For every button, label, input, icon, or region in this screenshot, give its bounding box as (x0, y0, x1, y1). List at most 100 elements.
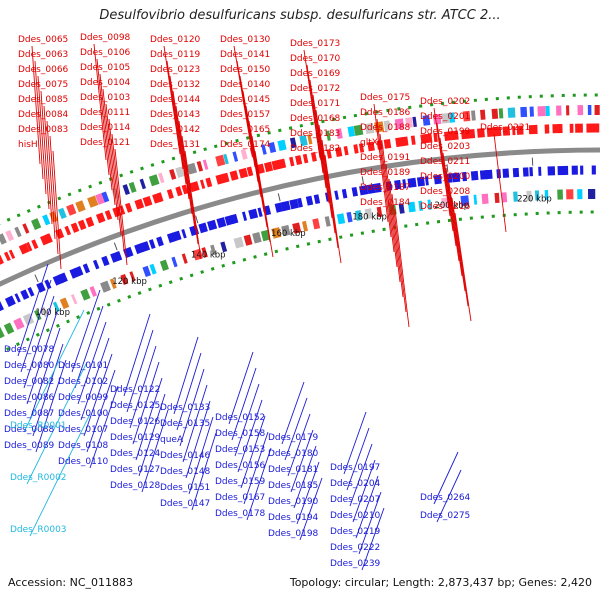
forward-gene-label[interactable]: Ddes_0170 (290, 54, 341, 64)
reverse-gene-label[interactable]: Ddes_0102 (58, 377, 108, 387)
reverse-gene-label[interactable]: Ddes_0158 (215, 429, 266, 439)
reverse-gene-label[interactable]: Ddes_0239 (330, 559, 381, 569)
forward-gene-label[interactable]: Ddes_0200 (420, 172, 471, 182)
reverse-gene-label[interactable]: Ddes_0151 (160, 483, 210, 493)
reverse-gene-label[interactable]: Ddes_0125 (110, 401, 160, 411)
forward-gene-label[interactable]: Ddes_0142 (150, 125, 200, 135)
forward-gene-label[interactable]: Ddes_0131 (150, 140, 200, 150)
reverse-gene-label[interactable]: Ddes_0128 (110, 481, 161, 491)
forward-gene-label[interactable]: Ddes_0083 (18, 125, 68, 135)
reverse-gene-label[interactable]: Ddes_0086 (4, 393, 55, 403)
rna-gene-label[interactable]: Ddes_R0001 (10, 421, 67, 431)
reverse-gene-label[interactable]: Ddes_0101 (58, 361, 108, 371)
reverse-gene-label[interactable]: queA (160, 435, 184, 445)
reverse-gene-label[interactable]: Ddes_0082 (4, 377, 54, 387)
forward-gene-label[interactable]: Ddes_0084 (18, 110, 69, 120)
forward-gene-label[interactable]: Ddes_0174 (220, 140, 271, 150)
forward-gene-label[interactable]: Ddes_0169 (290, 69, 341, 79)
rna-gene-label[interactable]: Ddes_R0003 (10, 525, 67, 535)
forward-gene-label[interactable]: Ddes_0203 (420, 142, 470, 152)
reverse-gene-label[interactable]: Ddes_0181 (268, 465, 318, 475)
reverse-gene-label[interactable]: Ddes_0204 (330, 479, 381, 489)
reverse-gene-label[interactable]: Ddes_0185 (268, 481, 318, 491)
forward-gene-label[interactable]: Ddes_0065 (18, 35, 68, 45)
forward-gene-label[interactable]: Ddes_0216 (420, 202, 471, 212)
reverse-gene-label[interactable]: Ddes_0197 (330, 463, 380, 473)
forward-gene-label[interactable]: Ddes_0199 (420, 127, 471, 137)
forward-gene-label[interactable]: Ddes_0189 (360, 168, 411, 178)
forward-gene-label[interactable]: Ddes_0144 (150, 95, 201, 105)
reverse-gene-label[interactable]: Ddes_0088 (4, 425, 55, 435)
forward-gene-label[interactable]: Ddes_0063 (18, 50, 68, 60)
forward-gene-label[interactable]: Ddes_0104 (80, 78, 131, 88)
reverse-gene-label[interactable]: Ddes_0198 (268, 529, 319, 539)
forward-gene-label[interactable]: Ddes_0143 (150, 110, 200, 120)
reverse-gene-label[interactable]: Ddes_0156 (215, 461, 266, 471)
forward-gene-label[interactable]: gltX (360, 138, 378, 148)
forward-gene-label[interactable]: Ddes_0105 (80, 63, 130, 73)
forward-gene-label[interactable]: hisH (18, 140, 38, 150)
reverse-gene-label[interactable]: Ddes_0133 (160, 403, 210, 413)
forward-gene-label[interactable]: Ddes_0066 (18, 65, 69, 75)
forward-gene-label[interactable]: Ddes_0186 (360, 108, 411, 118)
reverse-gene-label[interactable]: Ddes_0180 (268, 449, 319, 459)
reverse-gene-label[interactable]: Ddes_0122 (110, 385, 160, 395)
forward-gene-label[interactable]: Ddes_0111 (80, 108, 130, 118)
forward-gene-label[interactable]: Ddes_0221 (480, 123, 530, 133)
forward-gene-label[interactable]: Ddes_0106 (80, 48, 131, 58)
forward-gene-label[interactable]: Ddes_0165 (220, 125, 270, 135)
reverse-gene-label[interactable]: Ddes_0167 (215, 493, 265, 503)
forward-gene-label[interactable]: Ddes_0175 (360, 93, 410, 103)
reverse-gene-label[interactable]: Ddes_0099 (58, 393, 109, 403)
reverse-gene-label[interactable]: Ddes_0159 (215, 477, 266, 487)
forward-gene-label[interactable]: Ddes_0132 (150, 80, 200, 90)
reverse-gene-label[interactable]: Ddes_0207 (330, 495, 380, 505)
forward-gene-label[interactable]: Ddes_0211 (420, 157, 470, 167)
forward-gene-label[interactable]: Ddes_0171 (290, 99, 340, 109)
forward-gene-label[interactable]: Ddes_0075 (18, 80, 68, 90)
reverse-gene-label[interactable]: Ddes_0275 (420, 511, 470, 521)
reverse-gene-label[interactable]: Ddes_0080 (4, 361, 55, 371)
forward-gene-label[interactable]: Ddes_0168 (290, 114, 341, 124)
reverse-gene-label[interactable]: Ddes_0264 (420, 493, 471, 503)
reverse-gene-label[interactable]: Ddes_0147 (160, 499, 210, 509)
forward-gene-label[interactable]: Ddes_0103 (80, 93, 130, 103)
reverse-gene-label[interactable]: Ddes_0127 (110, 465, 160, 475)
reverse-gene-label[interactable]: Ddes_0194 (268, 513, 319, 523)
forward-gene-label[interactable]: Ddes_0182 (290, 144, 340, 154)
forward-gene-label[interactable]: Ddes_0119 (150, 50, 201, 60)
forward-gene-label[interactable]: Ddes_0114 (80, 123, 131, 133)
rna-gene-label[interactable]: Ddes_R0002 (10, 473, 67, 483)
reverse-gene-label[interactable]: Ddes_0210 (330, 511, 381, 521)
forward-gene-label[interactable]: Ddes_0172 (290, 84, 340, 94)
forward-gene-label[interactable]: Ddes_0191 (360, 153, 410, 163)
reverse-gene-label[interactable]: Ddes_0190 (268, 497, 319, 507)
reverse-gene-label[interactable]: Ddes_0100 (58, 409, 109, 419)
reverse-gene-label[interactable]: Ddes_0108 (58, 441, 109, 451)
reverse-gene-label[interactable]: Ddes_0126 (110, 417, 161, 427)
forward-gene-label[interactable]: Ddes_0183 (290, 129, 340, 139)
forward-gene-label[interactable]: Ddes_0130 (220, 35, 271, 45)
forward-gene-label[interactable]: Ddes_0187 (360, 183, 410, 193)
reverse-gene-label[interactable]: Ddes_0124 (110, 449, 161, 459)
forward-gene-label[interactable]: Ddes_0157 (220, 110, 270, 120)
reverse-gene-label[interactable]: Ddes_0087 (4, 409, 54, 419)
forward-gene-label[interactable]: Ddes_0201 (420, 112, 470, 122)
forward-gene-label[interactable]: Ddes_0184 (360, 198, 411, 208)
forward-gene-label[interactable]: Ddes_0202 (420, 97, 470, 107)
reverse-gene-label[interactable]: Ddes_0129 (110, 433, 161, 443)
reverse-gene-label[interactable]: Ddes_0078 (4, 345, 55, 355)
reverse-gene-label[interactable]: Ddes_0153 (215, 445, 265, 455)
forward-gene-label[interactable]: Ddes_0121 (80, 138, 130, 148)
reverse-gene-label[interactable]: Ddes_0178 (215, 509, 266, 519)
reverse-gene-label[interactable]: Ddes_0110 (58, 457, 109, 467)
forward-gene-label[interactable]: Ddes_0123 (150, 65, 200, 75)
reverse-gene-label[interactable]: Ddes_0107 (58, 425, 108, 435)
forward-gene-label[interactable]: Ddes_0150 (220, 65, 271, 75)
reverse-gene-label[interactable]: Ddes_0135 (160, 419, 210, 429)
reverse-gene-label[interactable]: Ddes_0089 (4, 441, 55, 451)
forward-gene-label[interactable]: Ddes_0141 (220, 50, 270, 60)
reverse-gene-label[interactable]: Ddes_0219 (330, 527, 381, 537)
reverse-gene-label[interactable]: Ddes_0179 (268, 433, 319, 443)
reverse-gene-label[interactable]: Ddes_0222 (330, 543, 380, 553)
